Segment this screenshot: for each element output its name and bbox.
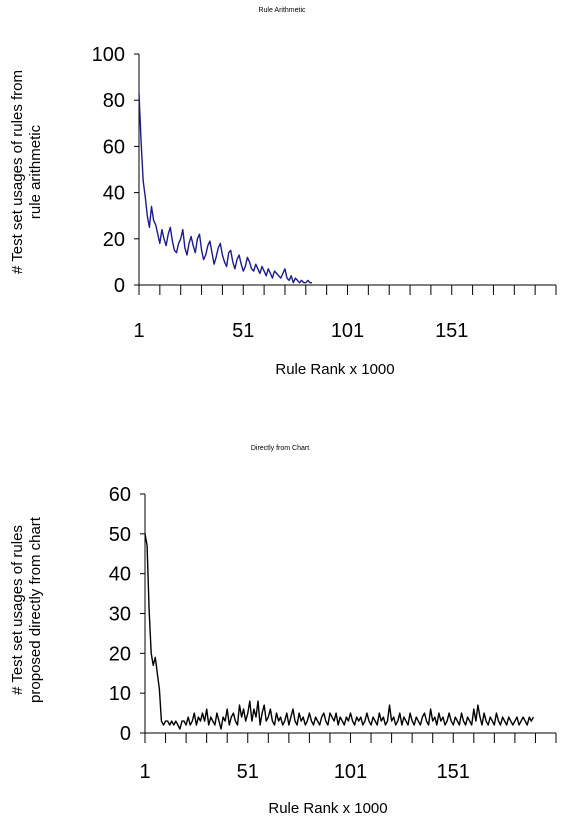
axes xyxy=(138,54,557,295)
y-axis-label-line-2: rule arithmetic xyxy=(27,124,44,219)
y-tick-label: 10 xyxy=(109,683,131,705)
x-tick-label: 1 xyxy=(139,761,150,783)
y-axis-label: # Test set usages of rules proposed dire… xyxy=(9,516,44,703)
y-tick-label: 60 xyxy=(103,136,125,158)
x-ticks: 1 51 101 151 xyxy=(133,320,468,342)
x-ticks: 1 51 101 151 xyxy=(139,761,470,783)
chart-title: Directly from Chart xyxy=(251,445,309,452)
y-axis-label-line-1: # Test set usages of rules xyxy=(9,525,26,695)
series-line xyxy=(138,93,313,284)
y-ticks: 0 20 40 60 80 100 xyxy=(92,44,139,297)
axes xyxy=(144,494,557,743)
series-group xyxy=(138,93,313,284)
x-axis-label: Rule Rank x 1000 xyxy=(268,800,387,817)
x-tick-label: 151 xyxy=(437,761,470,783)
y-ticks: 0 10 20 30 40 50 60 xyxy=(109,484,145,745)
y-axis-label-line-2: proposed directly from chart xyxy=(27,516,44,703)
y-axis-label-line-1: # Test set usages of rules from xyxy=(9,70,26,274)
y-tick-label: 40 xyxy=(103,183,125,205)
x-axis-label: Rule Rank x 1000 xyxy=(275,361,394,378)
y-tick-label: 0 xyxy=(120,723,131,745)
x-tick-label: 1 xyxy=(133,320,144,342)
y-tick-label: 40 xyxy=(109,564,131,586)
y-tick-label: 100 xyxy=(92,44,125,66)
x-tick-label: 101 xyxy=(334,761,367,783)
y-tick-label: 60 xyxy=(109,484,131,506)
y-tick-label: 0 xyxy=(114,275,125,297)
chart-directly-from-chart: Directly from Chart # Test set usages of… xyxy=(9,445,557,817)
chart-rule-arithmetic: Rule Arithmetic # Test set usages of rul… xyxy=(9,7,557,378)
y-tick-label: 20 xyxy=(103,229,125,251)
series-group xyxy=(144,533,535,730)
x-tick-label: 51 xyxy=(237,761,259,783)
chart-title: Rule Arithmetic xyxy=(258,7,306,14)
x-tick-label: 101 xyxy=(331,320,364,342)
y-tick-label: 30 xyxy=(109,604,131,626)
y-tick-label: 80 xyxy=(103,90,125,112)
y-tick-label: 50 xyxy=(109,524,131,546)
series-line xyxy=(144,533,535,730)
x-tick-label: 151 xyxy=(435,320,468,342)
y-tick-label: 20 xyxy=(109,643,131,665)
y-axis-label: # Test set usages of rules from rule ari… xyxy=(9,70,44,274)
x-tick-label: 51 xyxy=(232,320,254,342)
